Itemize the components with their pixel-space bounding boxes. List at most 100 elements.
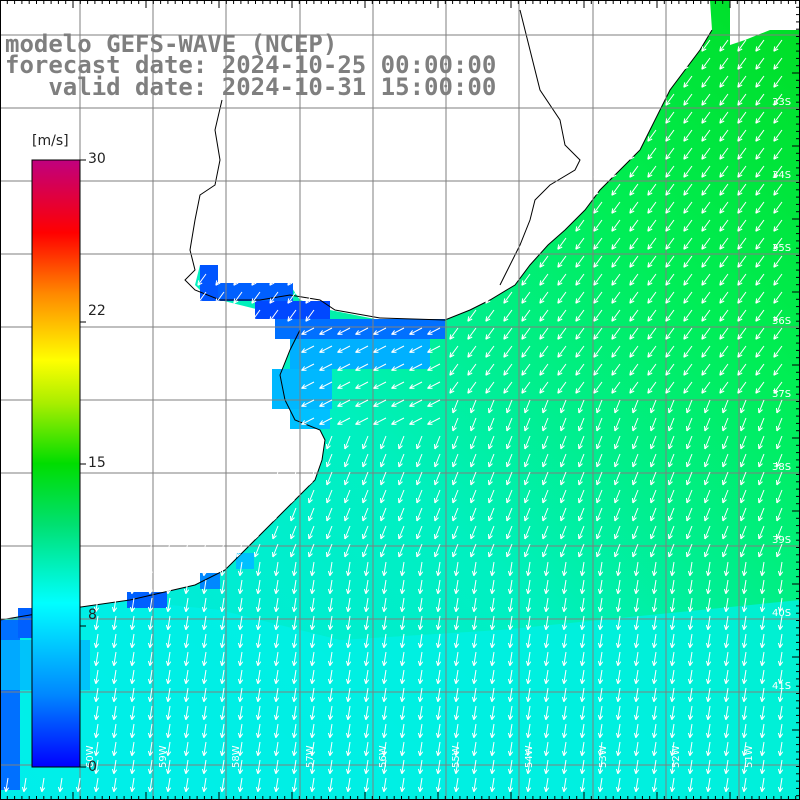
southern-calm-zone xyxy=(0,600,800,800)
wind-arrow xyxy=(557,201,567,214)
wind-arrow xyxy=(579,669,586,685)
wind-arrow xyxy=(701,381,711,394)
wind-arrow xyxy=(381,651,388,667)
wind-arrow xyxy=(773,219,783,232)
wind-arrow xyxy=(723,741,730,757)
wind-arrow xyxy=(737,291,747,304)
wind-arrow xyxy=(219,741,226,757)
wind-arrow xyxy=(305,291,315,304)
wind-arrow xyxy=(435,687,442,703)
wind-arrow xyxy=(557,237,567,250)
wind-arrow xyxy=(507,579,514,595)
wind-arrow xyxy=(435,633,442,649)
wind-arrow xyxy=(111,705,118,721)
wind-arrow xyxy=(758,435,765,450)
wind-arrow xyxy=(686,399,693,414)
colorbar-tick-8: 8 xyxy=(88,607,97,623)
wind-arrow xyxy=(561,669,568,685)
title-valid-date: valid date: 2024-10-31 15:00:00 xyxy=(5,73,497,101)
wind-arrow xyxy=(398,543,405,558)
wind-arrow xyxy=(521,345,531,358)
wind-arrow xyxy=(701,273,711,286)
wind-arrow xyxy=(776,543,783,558)
wind-arrow xyxy=(488,507,495,522)
wind-arrow xyxy=(380,525,387,540)
wind-arrow xyxy=(683,129,693,142)
wind-arrow xyxy=(650,471,657,486)
wind-arrow xyxy=(273,741,280,757)
wind-arrow xyxy=(561,597,568,613)
wind-arrow xyxy=(758,453,765,468)
wind-arrow xyxy=(665,219,675,232)
wind-arrow xyxy=(507,741,514,757)
wind-arrow xyxy=(704,507,711,522)
wind-arrow xyxy=(686,507,693,522)
wind-arrow xyxy=(596,507,603,522)
wind-arrow xyxy=(704,417,711,432)
wind-arrow xyxy=(575,273,585,286)
wind-arrow xyxy=(507,723,514,739)
wind-arrow xyxy=(507,597,514,613)
wind-arrow xyxy=(669,687,676,703)
wind-arrow xyxy=(632,471,639,486)
wind-arrow xyxy=(578,525,585,540)
wind-arrow xyxy=(539,219,549,232)
colorbar-tick-15: 15 xyxy=(88,455,106,471)
wind-arrow xyxy=(345,687,352,703)
wind-arrow xyxy=(219,561,226,577)
wind-arrow xyxy=(543,561,550,577)
wind-arrow xyxy=(470,525,477,540)
wind-arrow xyxy=(632,417,639,432)
wind-arrow xyxy=(593,309,603,322)
wind-arrow xyxy=(453,597,460,613)
wind-arrow xyxy=(687,705,694,721)
wind-arrow xyxy=(593,219,603,232)
wind-arrow xyxy=(539,309,549,322)
wind-arrow xyxy=(219,633,226,649)
wind-arrow xyxy=(373,399,387,407)
wind-arrow xyxy=(417,561,424,577)
wind-arrow xyxy=(615,723,622,739)
wind-arrow xyxy=(435,561,442,577)
wind-arrow xyxy=(579,561,586,577)
wind-arrow xyxy=(485,291,495,304)
wind-arrow xyxy=(165,705,172,721)
wind-arrow xyxy=(633,759,640,775)
wind-arrow xyxy=(773,327,783,340)
wind-arrow xyxy=(579,579,586,595)
wind-arrow xyxy=(381,687,388,703)
wind-arrow xyxy=(165,759,172,775)
wind-arrow xyxy=(183,651,190,667)
wind-arrow xyxy=(719,39,729,52)
wind-arrow xyxy=(93,741,100,757)
wind-arrow xyxy=(539,327,549,340)
wind-arrow xyxy=(737,219,747,232)
wind-arrow xyxy=(381,705,388,721)
wind-arrow xyxy=(489,597,496,613)
wind-arrow xyxy=(417,777,424,793)
wind-arrow xyxy=(755,111,765,124)
wind-arrow xyxy=(575,291,585,304)
wind-arrow xyxy=(434,525,441,540)
wind-arrow xyxy=(427,417,441,425)
wind-arrow xyxy=(629,255,639,268)
wind-arrow xyxy=(201,561,208,577)
wind-arrow xyxy=(399,615,406,631)
wind-arrow xyxy=(687,777,694,793)
wind-arrow xyxy=(575,183,585,196)
wind-arrow xyxy=(467,327,477,340)
wind-arrow xyxy=(233,273,243,286)
wind-arrow xyxy=(723,777,730,793)
wind-arrow xyxy=(560,543,567,558)
wind-arrow xyxy=(111,723,118,739)
wind-arrow xyxy=(687,597,694,613)
wind-arrow xyxy=(453,759,460,775)
wind-arrow xyxy=(345,705,352,721)
wind-arrow xyxy=(719,129,729,142)
wind-arrow xyxy=(272,489,279,504)
wind-arrow xyxy=(427,363,441,371)
wind-arrow xyxy=(611,327,621,340)
wind-arrow xyxy=(485,345,495,358)
wind-arrow xyxy=(507,687,514,703)
wind-arrow xyxy=(309,579,316,595)
